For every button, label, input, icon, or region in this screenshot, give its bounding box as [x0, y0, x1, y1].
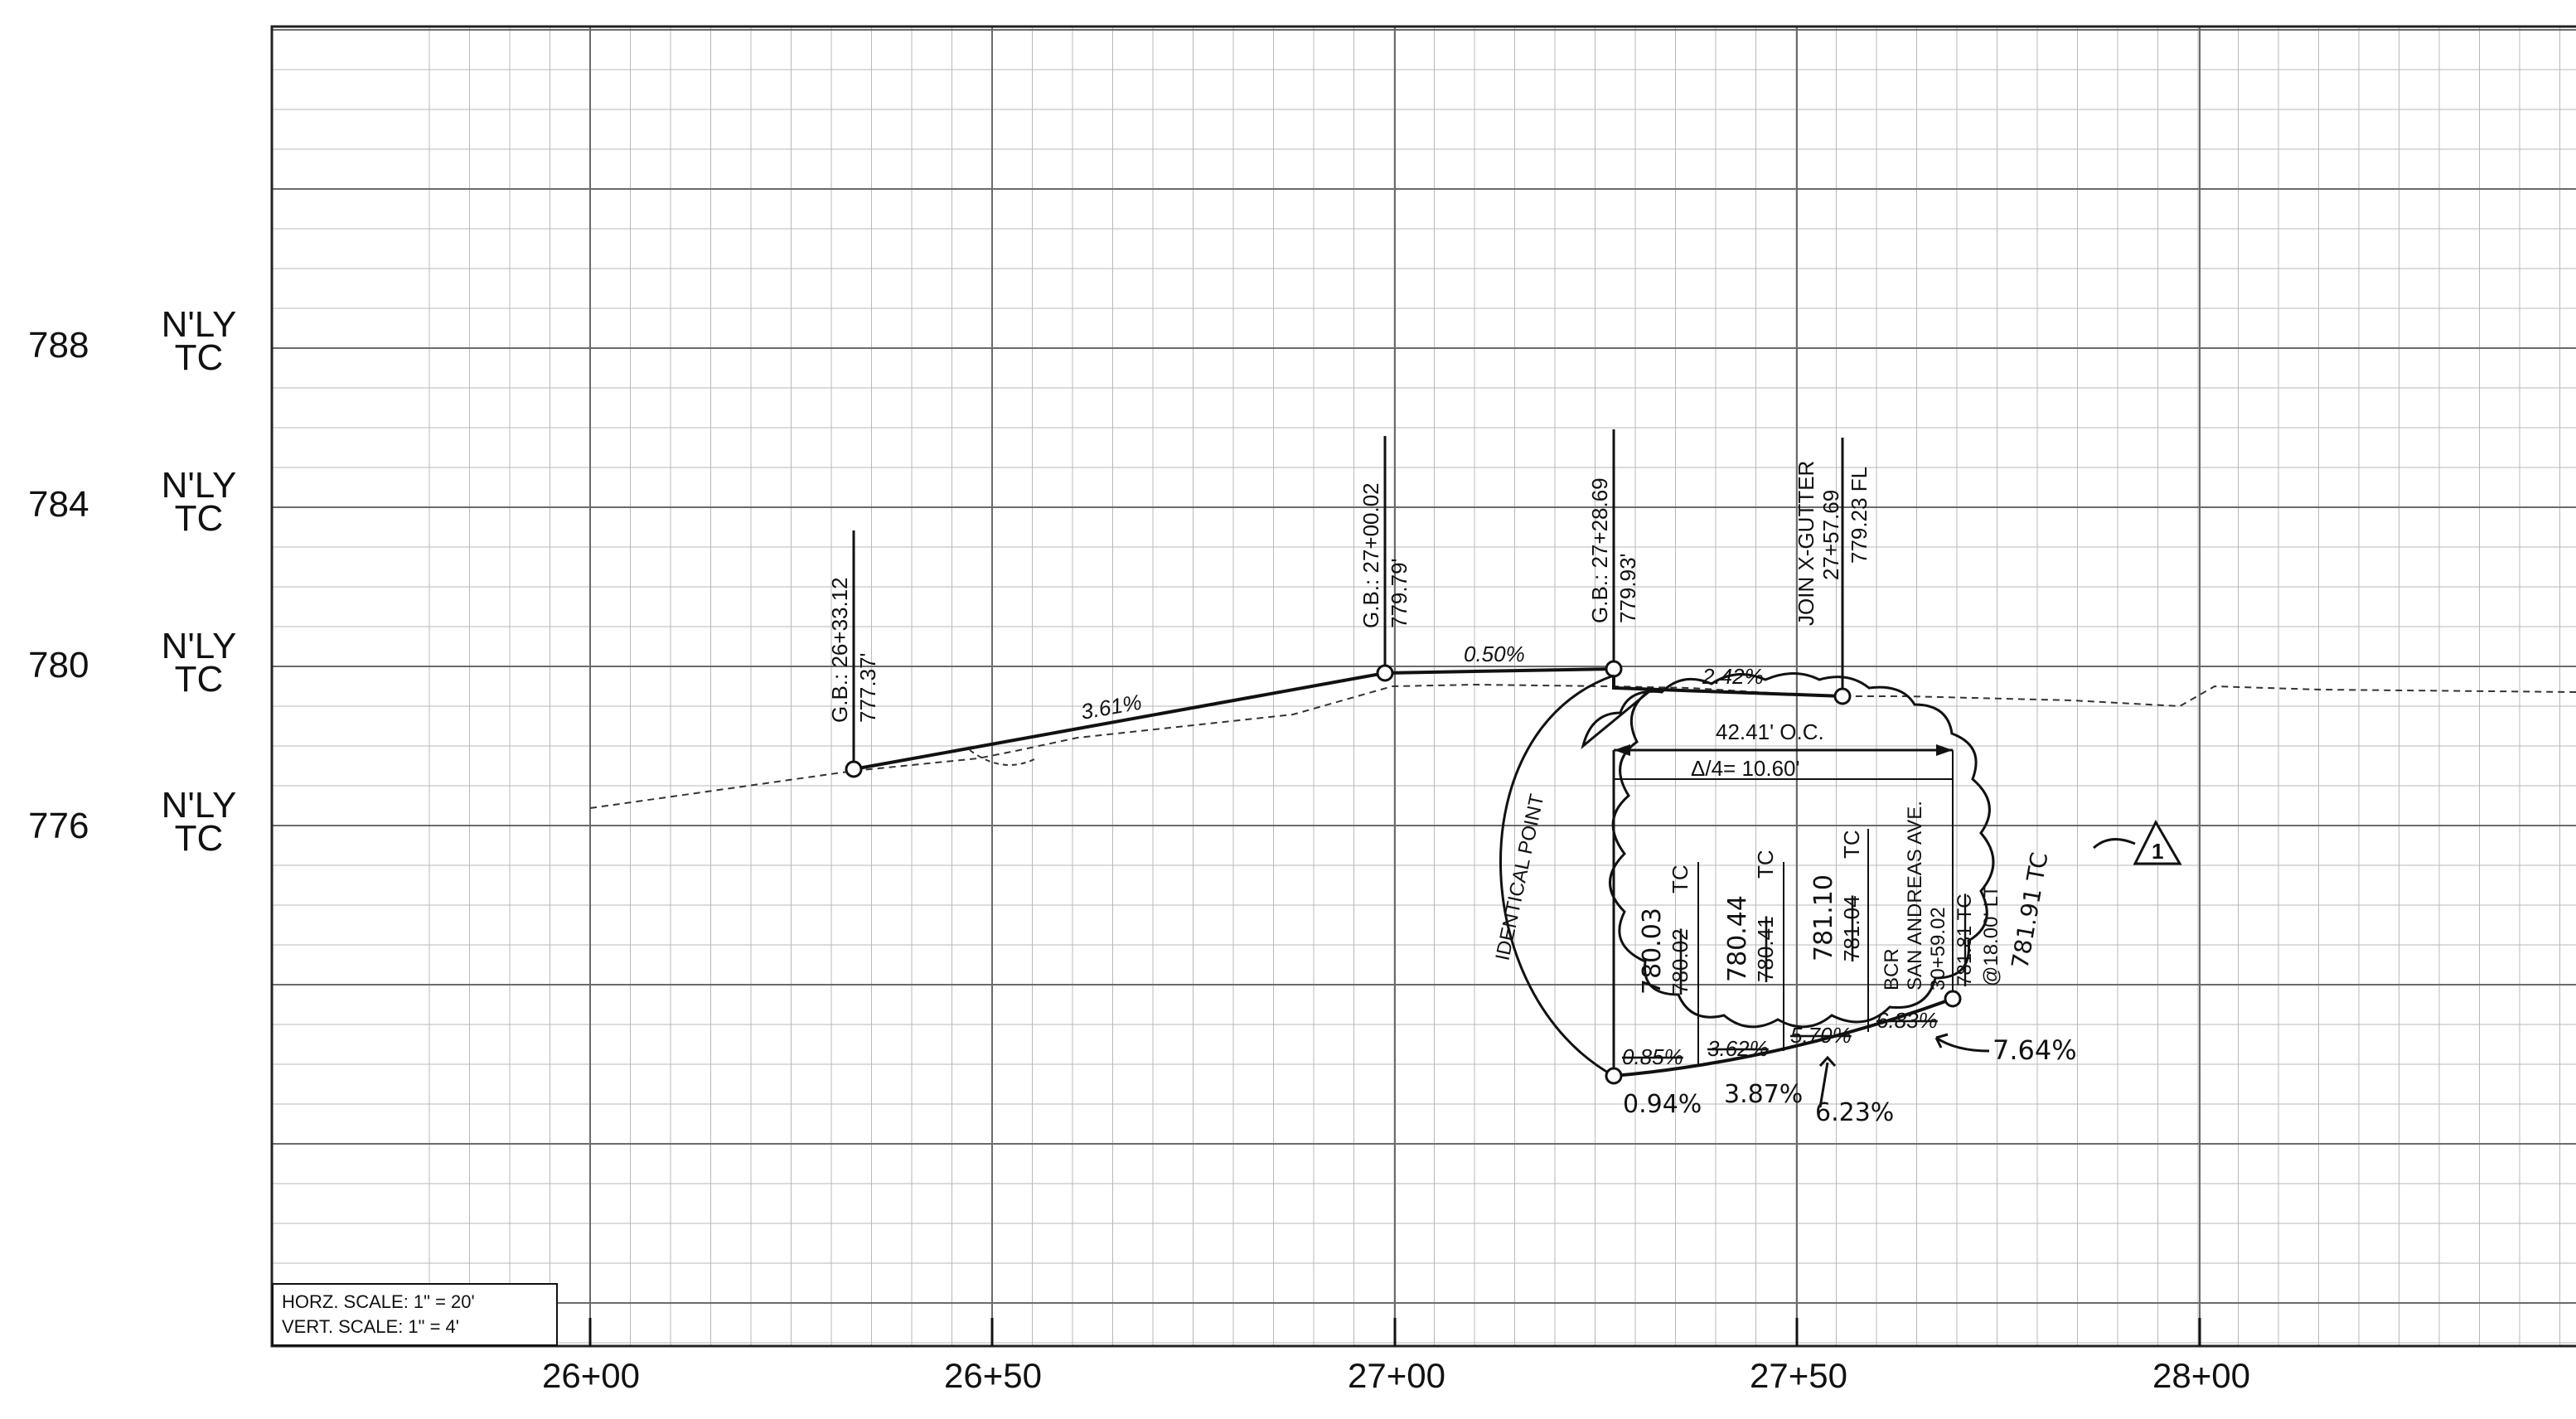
gb2-elev: 779.79' — [1387, 559, 1411, 629]
tc1-suffix: TC — [1668, 864, 1692, 894]
station-label: 26+50 — [944, 1356, 1042, 1395]
tc1-old: 780.02 — [1668, 928, 1692, 995]
tc2-old: 780.41 — [1753, 916, 1778, 982]
existing-ground-sag — [969, 749, 1037, 766]
dim-arrow-left — [1614, 744, 1630, 756]
profile-grid — [272, 27, 2576, 1346]
proposed-profile-line — [853, 666, 1843, 771]
new-slope-3: 6.23% — [1815, 1098, 1894, 1127]
gb1-title: G.B.: 26+33.12 — [827, 577, 852, 723]
revision-cloud-tail — [2092, 838, 2136, 850]
existing-ground-line — [589, 683, 2576, 809]
curb-return-curve — [1613, 997, 1954, 1078]
tc3-suffix: TC — [1839, 830, 1864, 859]
grid-border — [270, 25, 2576, 1348]
old-slope-1: 0.85% — [1622, 1044, 1683, 1069]
old-slope-3: 5.70% — [1790, 1023, 1852, 1048]
horizontal-scale: HORZ. SCALE: 1" = 20' — [282, 1291, 475, 1312]
tc2-new: 780.44 — [1723, 895, 1752, 982]
nly-label-top: N'LY — [161, 785, 237, 826]
new-slope-1: 0.94% — [1623, 1090, 1702, 1119]
join-line1: JOIN X-GUTTER — [1794, 461, 1818, 626]
station-label: 27+50 — [1750, 1356, 1847, 1395]
nly-label-top: N'LY — [161, 304, 237, 345]
old-slope-4: 6.83% — [1876, 1008, 1938, 1033]
curb-return-end — [1944, 990, 1962, 1008]
gb1-point — [845, 760, 863, 778]
bcr-line4: 781.81 TC — [1954, 894, 1976, 986]
bcr-line3: 30+59.02 — [1927, 907, 1949, 990]
vertical-scale: VERT. SCALE: 1" = 4' — [282, 1316, 459, 1337]
nly-label: N'LY TC — [133, 626, 265, 700]
nly-label-top: N'LY — [161, 465, 237, 506]
join-point — [1833, 687, 1852, 705]
curb-return-start — [1605, 1067, 1623, 1085]
bcr-line1: BCR — [1881, 948, 1903, 990]
tc3-old: 781.04 — [1839, 895, 1864, 961]
nly-label-bottom: TC — [174, 818, 224, 859]
revision-delta-number: 1 — [2152, 839, 2163, 864]
gb3-title: G.B.: 27+28.69 — [1587, 477, 1612, 623]
slope-label-2: 0.50% — [1464, 642, 1525, 666]
nly-label-bottom: TC — [174, 337, 224, 378]
new-slope-4: 7.64% — [1993, 1034, 2077, 1066]
elevation-label: 788 — [28, 325, 90, 366]
scale-note: HORZ. SCALE: 1" = 20' VERT. SCALE: 1" = … — [272, 1283, 558, 1346]
elevation-label: 784 — [28, 484, 90, 525]
bcr-line5: @18.00' LT — [1980, 885, 2002, 986]
old-slope-2: 3.62% — [1707, 1036, 1769, 1061]
slope-3-arrow — [1818, 1055, 1837, 1108]
tc1-new: 780.03 — [1638, 908, 1667, 995]
bcr-line6: 781.91 TC — [2006, 850, 2053, 971]
elevation-label: 780 — [28, 645, 90, 685]
nly-label-bottom: TC — [174, 659, 224, 700]
join-line3: 779.23 FL — [1847, 467, 1871, 564]
nly-label-bottom: TC — [174, 498, 224, 539]
gb2-title: G.B.: 27+00.02 — [1358, 482, 1383, 628]
dim-arrow-right — [1936, 744, 1953, 756]
gb1-elev: 777.37' — [855, 653, 880, 724]
slope-4-arrow — [1934, 1033, 1990, 1053]
elevation-label: 776 — [28, 806, 90, 846]
tc2-suffix: TC — [1753, 850, 1778, 879]
revision-delta-triangle — [2133, 819, 2182, 865]
new-slope-2: 3.87% — [1724, 1080, 1803, 1109]
nly-label-top: N'LY — [161, 626, 237, 666]
gb3-elev: 779.93' — [1615, 554, 1640, 624]
gb2-point — [1376, 664, 1394, 682]
nly-label: N'LY TC — [133, 785, 265, 859]
join-line2: 27+57.69 — [1818, 490, 1843, 580]
dim-delta-label: Δ/4= 10.60' — [1691, 756, 1800, 781]
gb3-point — [1605, 660, 1623, 678]
identical-point-arc — [1499, 674, 1615, 1078]
station-label: 28+00 — [2152, 1356, 2250, 1395]
dim-oc-label: 42.41' O.C. — [1716, 719, 1824, 744]
x-tick-marks — [588, 1318, 2201, 1346]
tc3-new: 781.10 — [1809, 874, 1838, 961]
nly-label: N'LY TC — [133, 465, 265, 539]
bcr-line2: SAN ANDREAS AVE. — [1904, 801, 1926, 990]
station-label: 26+00 — [542, 1356, 640, 1395]
nly-label: N'LY TC — [133, 304, 265, 378]
station-label: 27+00 — [1348, 1356, 1445, 1395]
